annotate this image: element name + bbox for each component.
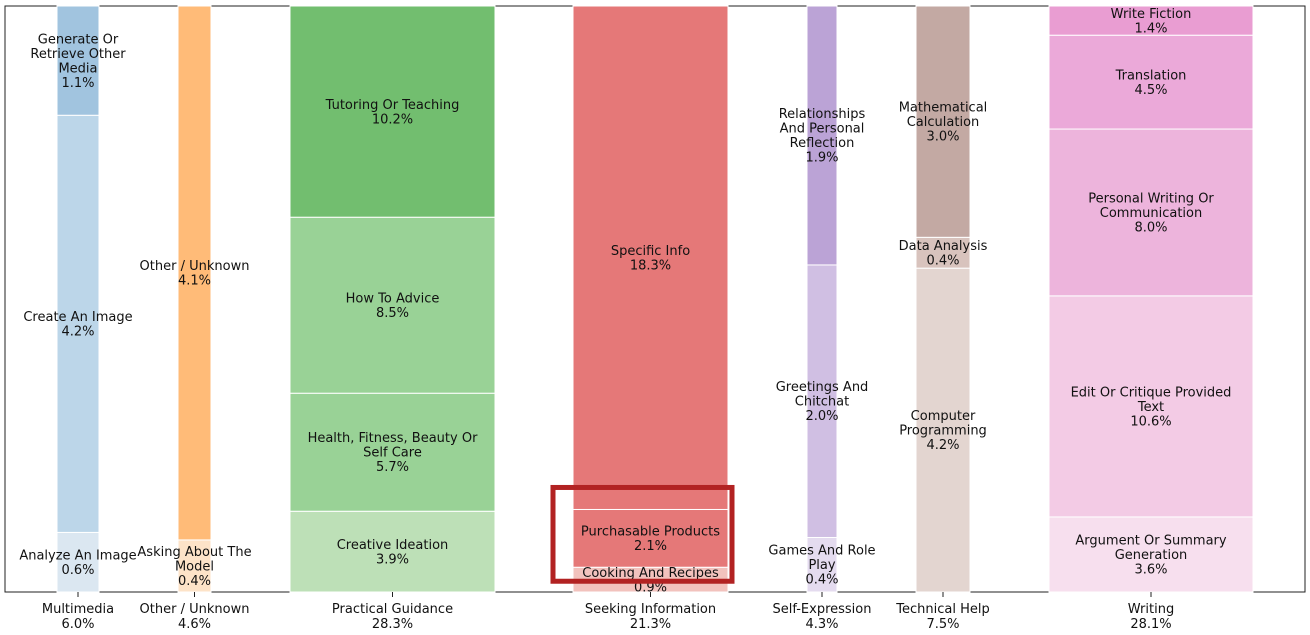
segment-label-writing-personal-writing-or-communication: Personal Writing Or Communication 8.0% — [1088, 191, 1214, 235]
segment-label-other-unknown-other-unknown: Other / Unknown 4.1% — [140, 259, 250, 289]
segment-label-technical-help-data-analysis: Data Analysis 0.4% — [899, 239, 988, 269]
segment-labels-layer: Analyze An Image 0.6% Create An Image 4.2% G… — [19, 7, 1231, 596]
segment-label-writing-edit-or-critique-provided-text: Edit Or Critique Provided Text 10.6% — [1071, 385, 1232, 429]
segment-label-multimedia-generate-or-retrieve-other-media: Generate Or Retrieve Other Media 1.1% — [30, 32, 126, 91]
x-tick-label-other-unknown: Other / Unknown 4.6% — [140, 602, 250, 632]
bar-segment-practical-guidance-health-fitness-beauty-or-self-care — [289, 392, 496, 512]
segment-label-technical-help-computer-programming: Computer Programming 4.2% — [899, 409, 987, 453]
bar-segment-multimedia-analyze-an-image — [56, 531, 100, 593]
bar-segment-practical-guidance-how-to-advice — [289, 216, 496, 394]
x-tick-label-practical-guidance: Practical Guidance 28.3% — [332, 602, 453, 632]
segment-label-writing-translation: Translation 4.5% — [1115, 68, 1187, 98]
segment-label-practical-guidance-tutoring-or-teaching: Tutoring Or Teaching 10.2% — [325, 98, 460, 128]
segment-label-seeking-information-specific-info: Specific Info 18.3% — [611, 244, 690, 274]
bar-segment-writing-argument-or-summary-generation — [1048, 516, 1254, 593]
x-tick-label-seeking-information: Seeking Information 21.3% — [585, 602, 716, 632]
bar-segment-writing-translation — [1048, 34, 1254, 130]
x-tick-label-writing: Writing 28.1% — [1128, 602, 1174, 632]
segment-label-practical-guidance-health-fitness-beauty-or-self-care: Health, Fitness, Beauty Or Self Care 5.7% — [308, 431, 479, 475]
bar-segment-writing-write-fiction — [1048, 5, 1254, 36]
bar-segment-multimedia-generate-or-retrieve-other-media — [56, 5, 100, 116]
bar-segment-technical-help-data-analysis — [915, 236, 971, 269]
segment-label-seeking-information-purchasable-products: Purchasable Products 2.1% — [581, 525, 720, 555]
bar-segment-technical-help-computer-programming — [915, 267, 971, 593]
highlight-box — [550, 484, 735, 584]
segment-label-seeking-information-cooking-and-recipes: Cooking And Recipes 0.9% — [582, 566, 719, 596]
segment-label-self-expression-greetings-and-chitchat: Greetings And Chitchat 2.0% — [776, 380, 869, 424]
x-tick-label-technical-help: Technical Help 7.5% — [895, 602, 989, 632]
bar-segment-self-expression-relationships-and-personal-reflection — [806, 5, 838, 266]
segment-label-self-expression-relationships-and-personal-reflection: Relationships And Personal Reflection 1.9% — [779, 107, 866, 166]
bars-layer — [56, 5, 1254, 593]
x-tick-label-self-expression: Self-Expression 4.3% — [773, 602, 872, 632]
segment-label-writing-write-fiction: Write Fiction 1.4% — [1111, 7, 1192, 37]
segment-label-other-unknown-asking-about-the-model: Asking About The Model 0.4% — [137, 545, 251, 589]
bar-segment-self-expression-greetings-and-chitchat — [806, 264, 838, 538]
segment-label-writing-argument-or-summary-generation: Argument Or Summary Generation 3.6% — [1075, 533, 1226, 577]
bar-segment-writing-edit-or-critique-provided-text — [1048, 295, 1254, 518]
highlight-layer — [550, 484, 735, 584]
bar-segment-other-unknown-other-unknown — [177, 5, 212, 541]
segment-label-multimedia-create-an-image: Create An Image 4.2% — [23, 310, 132, 340]
segment-label-technical-help-mathematical-calculation: Mathematical Calculation 3.0% — [899, 101, 988, 145]
bar-segment-seeking-information-specific-info — [572, 5, 729, 510]
segment-label-multimedia-analyze-an-image: Analyze An Image 0.6% — [19, 548, 136, 578]
x-tick-label-multimedia: Multimedia 6.0% — [42, 602, 114, 632]
x-axis: Multimedia 6.0% Other / Unknown 4.6% Practic… — [42, 592, 1174, 632]
segment-label-self-expression-games-and-role-play: Games And Role Play 0.4% — [768, 544, 875, 588]
bar-segment-practical-guidance-tutoring-or-teaching — [289, 5, 496, 218]
bar-segment-seeking-information-purchasable-products — [572, 508, 729, 568]
bar-segment-technical-help-mathematical-calculation — [915, 5, 971, 238]
segment-label-practical-guidance-how-to-advice: How To Advice 8.5% — [346, 291, 440, 321]
segment-label-practical-guidance-creative-ideation: Creative Ideation 3.9% — [337, 538, 449, 568]
